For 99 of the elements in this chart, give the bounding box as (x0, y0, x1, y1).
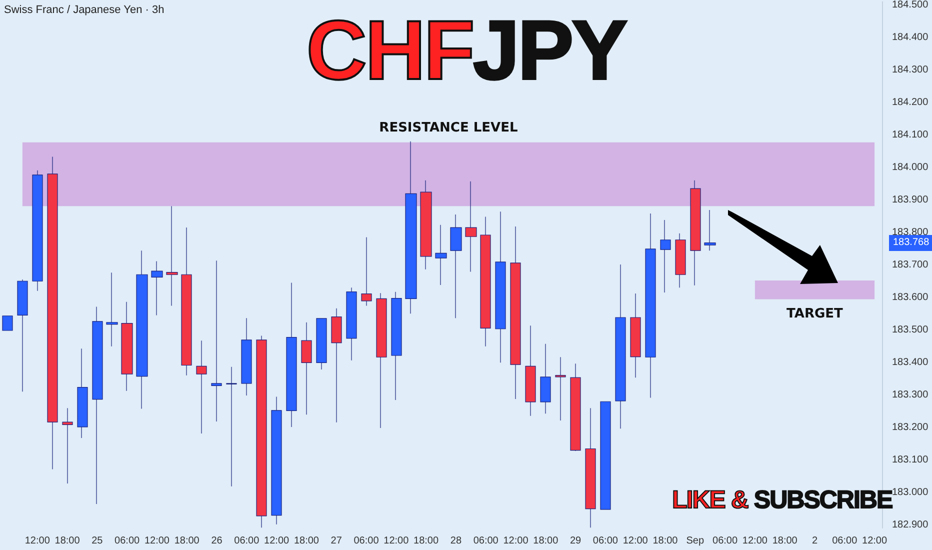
x-tick-label: 25 (92, 536, 104, 546)
candlestick (675, 233, 686, 288)
x-tick-label: 06:00 (234, 536, 260, 546)
candlestick (166, 206, 178, 306)
candlestick (600, 401, 611, 510)
y-tick-label: 184.200 (892, 96, 929, 108)
candlestick (271, 396, 282, 525)
candlestick (106, 272, 118, 347)
y-tick-label: 184.400 (892, 32, 929, 43)
y-tick-label: 183.500 (892, 324, 929, 336)
candlestick (136, 250, 148, 410)
x-tick-label: 06:00 (354, 536, 380, 546)
candlestick (121, 302, 133, 392)
x-tick-label: 12:00 (384, 536, 410, 546)
candlestick (346, 287, 357, 361)
x-tick-label: 18:00 (174, 536, 200, 546)
y-tick-label: 183.100 (892, 454, 929, 466)
x-tick-label: 12:00 (503, 536, 529, 546)
candlestick (331, 308, 342, 423)
y-tick-label: 183.400 (892, 356, 929, 368)
x-tick-label: 18:00 (54, 536, 80, 546)
x-tick-label: 06:00 (712, 536, 738, 546)
annotation: LIKE & SUBSCRIBE (672, 486, 892, 514)
candlestick (151, 261, 163, 316)
x-tick-label: 06:00 (114, 536, 140, 546)
x-tick-label: 12:00 (264, 536, 290, 546)
y-tick-label: 182.900 (892, 519, 929, 530)
x-tick-label: 18:00 (772, 536, 798, 546)
x-tick-label: 18:00 (294, 536, 320, 546)
candlestick (17, 279, 28, 392)
candlestick (495, 211, 506, 363)
candlestick (450, 214, 462, 318)
y-tick-label: 184.300 (892, 64, 929, 76)
candlestick (301, 322, 312, 415)
x-tick-label: 29 (570, 536, 582, 546)
x-tick-label: 06:00 (832, 536, 858, 546)
chart-subtitle: Swiss Franc / Japanese Yen · 3h (4, 4, 164, 16)
candlestick (62, 408, 73, 484)
candlestick (47, 156, 58, 470)
candlestick (525, 325, 536, 416)
x-tick-label: 12:00 (622, 536, 648, 546)
candlestick (690, 180, 701, 286)
y-tick-label: 183.900 (892, 194, 929, 206)
y-tick-label: 184.500 (892, 0, 929, 10)
candlestick (211, 260, 222, 422)
candlestick (630, 293, 641, 378)
y-tick-label: 184.100 (892, 129, 929, 140)
candlestick (660, 220, 671, 293)
band-label: RESISTANCE LEVEL (379, 120, 518, 136)
candlestick (376, 292, 387, 428)
candlestick (196, 340, 207, 434)
candlestick (555, 356, 566, 421)
y-tick-label: 183.600 (892, 292, 929, 303)
candlestick (226, 366, 237, 487)
y-tick-label: 183.300 (892, 389, 929, 400)
candlestick (645, 213, 656, 398)
candlestick (480, 216, 491, 347)
x-tick-label: 18:00 (533, 536, 559, 546)
y-tick-label: 183.200 (892, 422, 929, 433)
x-tick-label: Sep (686, 536, 704, 546)
band-label: TARGET (786, 306, 844, 322)
y-tick-label: 183.000 (892, 486, 929, 498)
candlestick (405, 141, 417, 314)
candlestick (420, 180, 432, 270)
candlestick (570, 363, 581, 452)
candlestick (241, 318, 252, 396)
x-tick-label: 06:00 (473, 536, 499, 546)
text: 183.768 (889, 234, 932, 251)
x-tick-label: 12:00 (742, 536, 768, 546)
x-tick-label: 12:00 (862, 536, 888, 546)
candlestick (181, 227, 192, 376)
candlestick (77, 348, 88, 438)
candlestick (32, 170, 43, 292)
candlestick (540, 344, 551, 414)
candlestick (585, 408, 596, 528)
candlestick (2, 316, 13, 331)
x-tick-label: 28 (450, 536, 462, 546)
x-tick-label: 26 (211, 536, 223, 546)
x-tick-label: 18:00 (652, 536, 678, 546)
candlestick (510, 226, 521, 400)
x-tick-label: 12:00 (144, 536, 170, 546)
candlestick (465, 181, 477, 272)
candlestick (435, 224, 447, 286)
candlestick (286, 282, 297, 428)
candlestick (615, 264, 626, 429)
x-tick-label: 12:00 (24, 536, 50, 546)
candlestick (92, 306, 103, 504)
y-tick-label: 184.000 (892, 162, 929, 173)
candlestick (256, 335, 267, 528)
candlestick (316, 318, 327, 370)
x-tick-label: 27 (330, 536, 342, 546)
candlestick (391, 292, 402, 400)
candlestick (361, 236, 372, 306)
candlestick (704, 210, 716, 251)
x-tick-label: 2 (812, 536, 818, 546)
x-tick-label: 18:00 (414, 536, 439, 546)
x-tick-label: 06:00 (592, 536, 618, 546)
y-tick-label: 183.700 (892, 259, 929, 270)
chart-title: CHFJPY (306, 3, 626, 97)
